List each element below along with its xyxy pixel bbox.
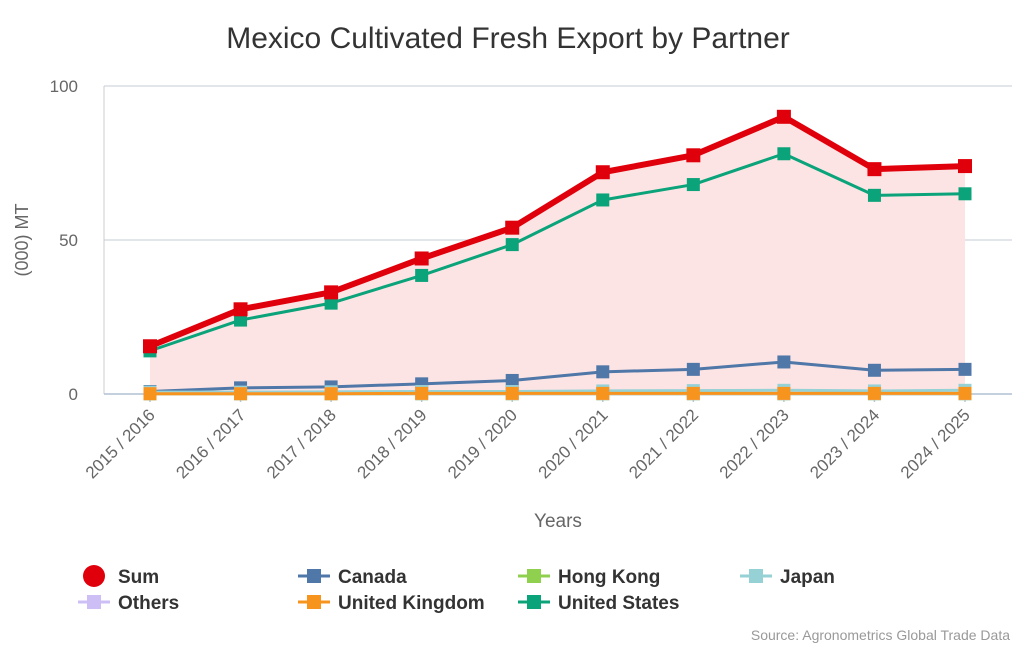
x-tick-label: 2022 / 2023 — [716, 405, 793, 482]
legend-label-united-kingdom: United Kingdom — [338, 593, 485, 614]
legend-symbol-sum[interactable] — [83, 565, 105, 587]
x-tick-label: 2018 / 2019 — [354, 405, 431, 482]
sum-area — [150, 116, 965, 395]
y-tick-label: 0 — [69, 385, 78, 404]
legend-label-japan: Japan — [780, 567, 835, 588]
data-point-united-states — [324, 296, 338, 310]
x-tick-label: 2015 / 2016 — [82, 405, 159, 482]
data-point-sum — [595, 165, 610, 180]
data-point-united-kingdom — [686, 386, 700, 400]
legend-label-sum: Sum — [118, 567, 159, 588]
data-point-united-states — [505, 238, 519, 252]
legend-label-hong-kong: Hong Kong — [558, 567, 660, 588]
x-tick-label: 2016 / 2017 — [172, 405, 249, 482]
data-point-sum — [505, 220, 520, 235]
data-point-united-kingdom — [777, 386, 791, 400]
data-point-sum — [414, 251, 429, 266]
data-point-sum — [686, 148, 701, 163]
data-point-sum — [958, 159, 972, 174]
legend-label-others: Others — [118, 593, 179, 614]
data-point-united-kingdom — [415, 386, 429, 400]
data-point-united-states — [596, 193, 610, 207]
data-point-canada — [596, 365, 610, 379]
source-caption: Source: Agronometrics Global Trade Data — [751, 627, 1010, 643]
x-tick-label: 2021 / 2022 — [625, 405, 702, 482]
x-tick-label: 2019 / 2020 — [444, 405, 521, 482]
y-tick-label: 100 — [50, 77, 78, 96]
x-axis-title: Years — [534, 511, 582, 532]
data-point-united-states — [867, 188, 881, 202]
data-point-sum — [143, 339, 157, 354]
data-point-sum — [324, 285, 339, 300]
data-point-united-states — [777, 147, 791, 161]
x-tick-label: 2020 / 2021 — [535, 405, 612, 482]
x-tick-label: 2024 / 2025 — [897, 405, 974, 482]
data-point-united-states — [415, 268, 429, 282]
y-axis-title: (000) MT — [12, 203, 32, 276]
series-line-united-states — [149, 152, 966, 353]
data-point-united-kingdom — [596, 386, 610, 400]
x-tick-label: 2017 / 2018 — [263, 405, 340, 482]
data-point-canada — [958, 362, 972, 376]
data-point-united-states — [958, 187, 972, 201]
data-point-united-states — [686, 178, 700, 192]
data-point-canada — [777, 355, 791, 369]
legend-label-canada: Canada — [338, 567, 407, 588]
data-point-canada — [686, 362, 700, 376]
legend-label-united-states: United States — [558, 593, 679, 614]
x-tick-label: 2023 / 2024 — [806, 405, 883, 482]
data-point-united-kingdom — [234, 387, 248, 401]
legend-symbol-canada[interactable] — [307, 569, 321, 583]
legend-symbol-hong-kong[interactable] — [527, 569, 541, 583]
data-point-sum — [776, 109, 791, 124]
data-point-sum — [233, 302, 248, 317]
data-point-united-kingdom — [867, 386, 881, 400]
data-point-united-kingdom — [143, 387, 157, 401]
data-point-canada — [505, 373, 519, 387]
series-line-japan — [150, 388, 966, 394]
legend-symbol-japan[interactable] — [749, 569, 763, 583]
data-point-united-states — [234, 313, 248, 327]
data-point-united-kingdom — [324, 387, 338, 401]
y-tick-label: 50 — [59, 231, 78, 250]
chart-title: Mexico Cultivated Fresh Export by Partne… — [226, 22, 790, 55]
legend-symbol-united-kingdom[interactable] — [307, 595, 321, 609]
series-line-canada — [149, 360, 966, 394]
legend-symbol-united-states[interactable] — [527, 595, 541, 609]
data-point-united-kingdom — [958, 386, 972, 400]
data-point-sum — [867, 162, 882, 177]
data-point-united-kingdom — [505, 386, 519, 400]
data-point-canada — [867, 363, 881, 377]
series-line-sum — [148, 113, 966, 350]
legend-symbol-others[interactable] — [87, 595, 101, 609]
